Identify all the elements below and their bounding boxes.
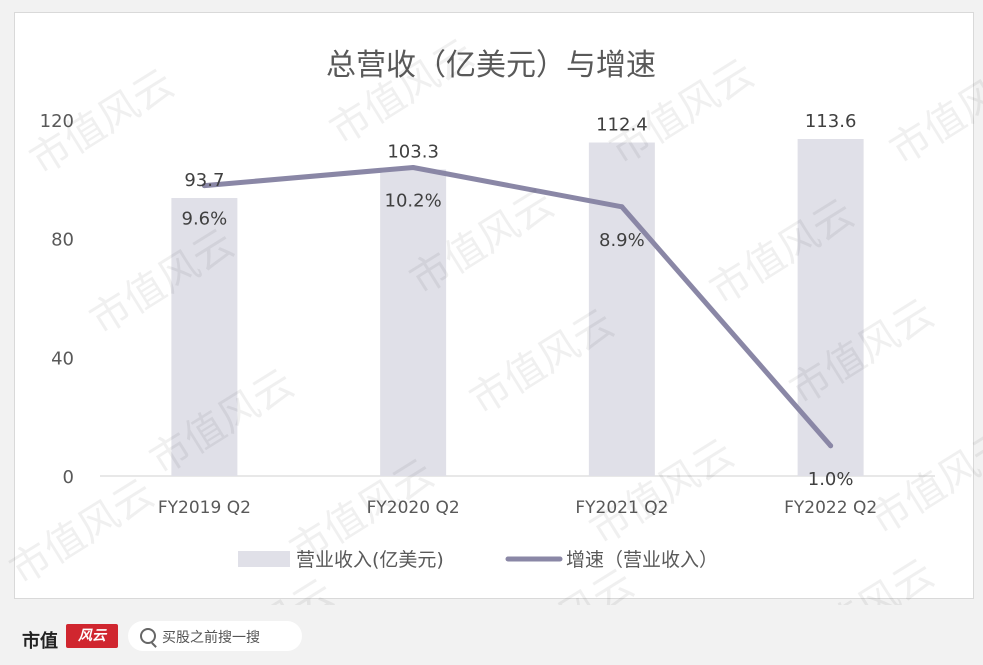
bar	[588, 142, 655, 476]
y-tick-label: 40	[51, 348, 74, 369]
y-tick-label: 80	[51, 230, 74, 251]
bar	[171, 198, 238, 477]
brand-logo-badge: 风云	[66, 624, 118, 648]
legend-label-line: 增速（营业收入）	[566, 549, 718, 571]
bar-value-label: 93.7	[184, 170, 224, 191]
y-tick-label: 120	[40, 111, 74, 132]
bar-value-label: 103.3	[387, 142, 439, 163]
bar	[380, 169, 447, 476]
growth-point	[410, 164, 416, 170]
brand-logo-text: 市值	[22, 631, 58, 652]
chart-title: 总营收（亿美元）与增速	[326, 48, 656, 83]
x-tick-label: FY2022 Q2	[784, 498, 877, 518]
growth-value-label: 8.9%	[599, 230, 645, 251]
search-box[interactable]: 买股之前搜一搜	[128, 621, 302, 651]
x-tick-label: FY2021 Q2	[575, 498, 668, 518]
chart: 总营收（亿美元）与增速 0 40 80 120 FY2019 Q2 FY2020 Q2 FY…	[40, 48, 935, 571]
growth-point	[201, 183, 207, 189]
bar-value-label: 112.4	[596, 115, 648, 136]
y-tick-label: 0	[63, 467, 74, 488]
x-tick-label: FY2020 Q2	[367, 498, 460, 518]
growth-series-line	[201, 164, 834, 449]
growth-point	[828, 443, 834, 449]
footer: 市值 风云 买股之前搜一搜	[0, 605, 983, 665]
growth-value-label: 9.6%	[182, 209, 228, 230]
growth-point	[619, 204, 625, 210]
growth-value-label: 10.2%	[385, 190, 442, 211]
search-icon	[140, 628, 156, 644]
legend-swatch-bar	[238, 551, 290, 567]
legend-label-bar: 营业收入(亿美元)	[296, 549, 444, 571]
search-placeholder: 买股之前搜一搜	[162, 630, 260, 646]
bar	[797, 138, 864, 476]
bar-value-label: 113.6	[805, 111, 857, 132]
growth-value-label: 1.0%	[808, 469, 854, 490]
x-tick-label: FY2019 Q2	[158, 498, 251, 518]
